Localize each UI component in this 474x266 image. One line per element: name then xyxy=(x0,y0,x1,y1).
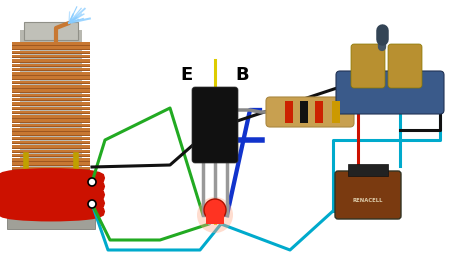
Bar xyxy=(12,169,90,170)
Bar xyxy=(12,105,90,106)
Bar xyxy=(7,215,95,229)
Bar xyxy=(12,49,90,50)
Bar xyxy=(195,90,235,160)
Bar xyxy=(12,149,90,153)
Bar xyxy=(12,81,90,84)
Ellipse shape xyxy=(197,197,233,233)
Bar xyxy=(12,92,90,93)
Bar xyxy=(12,139,90,140)
Bar xyxy=(285,101,293,123)
FancyBboxPatch shape xyxy=(192,87,238,163)
FancyBboxPatch shape xyxy=(336,71,444,114)
Ellipse shape xyxy=(204,199,226,221)
Bar xyxy=(12,44,90,45)
FancyBboxPatch shape xyxy=(388,44,422,88)
Bar xyxy=(12,165,90,166)
Bar xyxy=(12,137,90,140)
Bar xyxy=(12,74,90,76)
Bar xyxy=(12,115,90,119)
FancyBboxPatch shape xyxy=(351,44,385,88)
Bar xyxy=(12,68,90,71)
Bar xyxy=(12,156,90,157)
Text: B: B xyxy=(235,66,249,84)
Bar xyxy=(12,66,90,67)
Bar xyxy=(12,161,90,162)
Bar xyxy=(12,100,90,101)
Bar xyxy=(12,46,90,50)
Bar xyxy=(12,126,90,127)
Circle shape xyxy=(88,178,96,186)
Bar xyxy=(12,72,90,76)
Bar xyxy=(12,135,90,136)
Bar xyxy=(12,76,90,80)
Bar xyxy=(12,178,90,179)
Bar xyxy=(12,143,90,144)
Bar xyxy=(12,106,90,110)
Bar xyxy=(12,141,90,144)
Bar xyxy=(12,94,90,97)
Bar xyxy=(12,158,90,162)
Bar xyxy=(12,111,90,114)
Bar xyxy=(12,89,90,93)
Bar xyxy=(12,145,90,149)
Bar xyxy=(12,175,90,179)
Bar xyxy=(332,101,340,123)
Bar xyxy=(12,55,90,59)
Bar xyxy=(12,51,90,54)
Bar xyxy=(12,124,90,127)
Bar xyxy=(12,113,90,114)
Bar xyxy=(12,62,90,63)
Bar xyxy=(12,148,90,149)
Bar xyxy=(315,101,323,123)
FancyBboxPatch shape xyxy=(266,97,354,127)
Text: E: E xyxy=(180,66,192,84)
FancyBboxPatch shape xyxy=(335,171,401,219)
Bar xyxy=(12,96,90,97)
Circle shape xyxy=(88,200,96,208)
Bar xyxy=(12,42,90,45)
Bar xyxy=(12,64,90,67)
Bar xyxy=(12,85,90,89)
Bar xyxy=(206,210,224,224)
Bar xyxy=(300,101,308,123)
Bar xyxy=(12,122,90,123)
Bar xyxy=(12,79,90,80)
Bar xyxy=(12,128,90,131)
Bar xyxy=(12,163,90,166)
Bar xyxy=(12,70,90,71)
Bar xyxy=(12,167,90,170)
Bar xyxy=(348,164,388,176)
Bar xyxy=(12,152,90,153)
Text: RENACELL: RENACELL xyxy=(353,197,383,202)
Bar xyxy=(12,53,90,54)
Bar xyxy=(12,154,90,157)
Bar xyxy=(12,57,90,59)
Bar xyxy=(24,22,78,40)
Bar xyxy=(12,118,90,119)
Bar xyxy=(12,88,90,89)
Bar xyxy=(12,98,90,101)
Bar xyxy=(12,171,90,174)
Bar xyxy=(12,83,90,84)
Bar xyxy=(12,132,90,136)
Bar xyxy=(12,119,90,123)
Bar xyxy=(12,173,90,174)
Bar xyxy=(12,102,90,106)
Bar xyxy=(12,109,90,110)
Bar xyxy=(20,30,82,205)
Bar xyxy=(12,59,90,63)
